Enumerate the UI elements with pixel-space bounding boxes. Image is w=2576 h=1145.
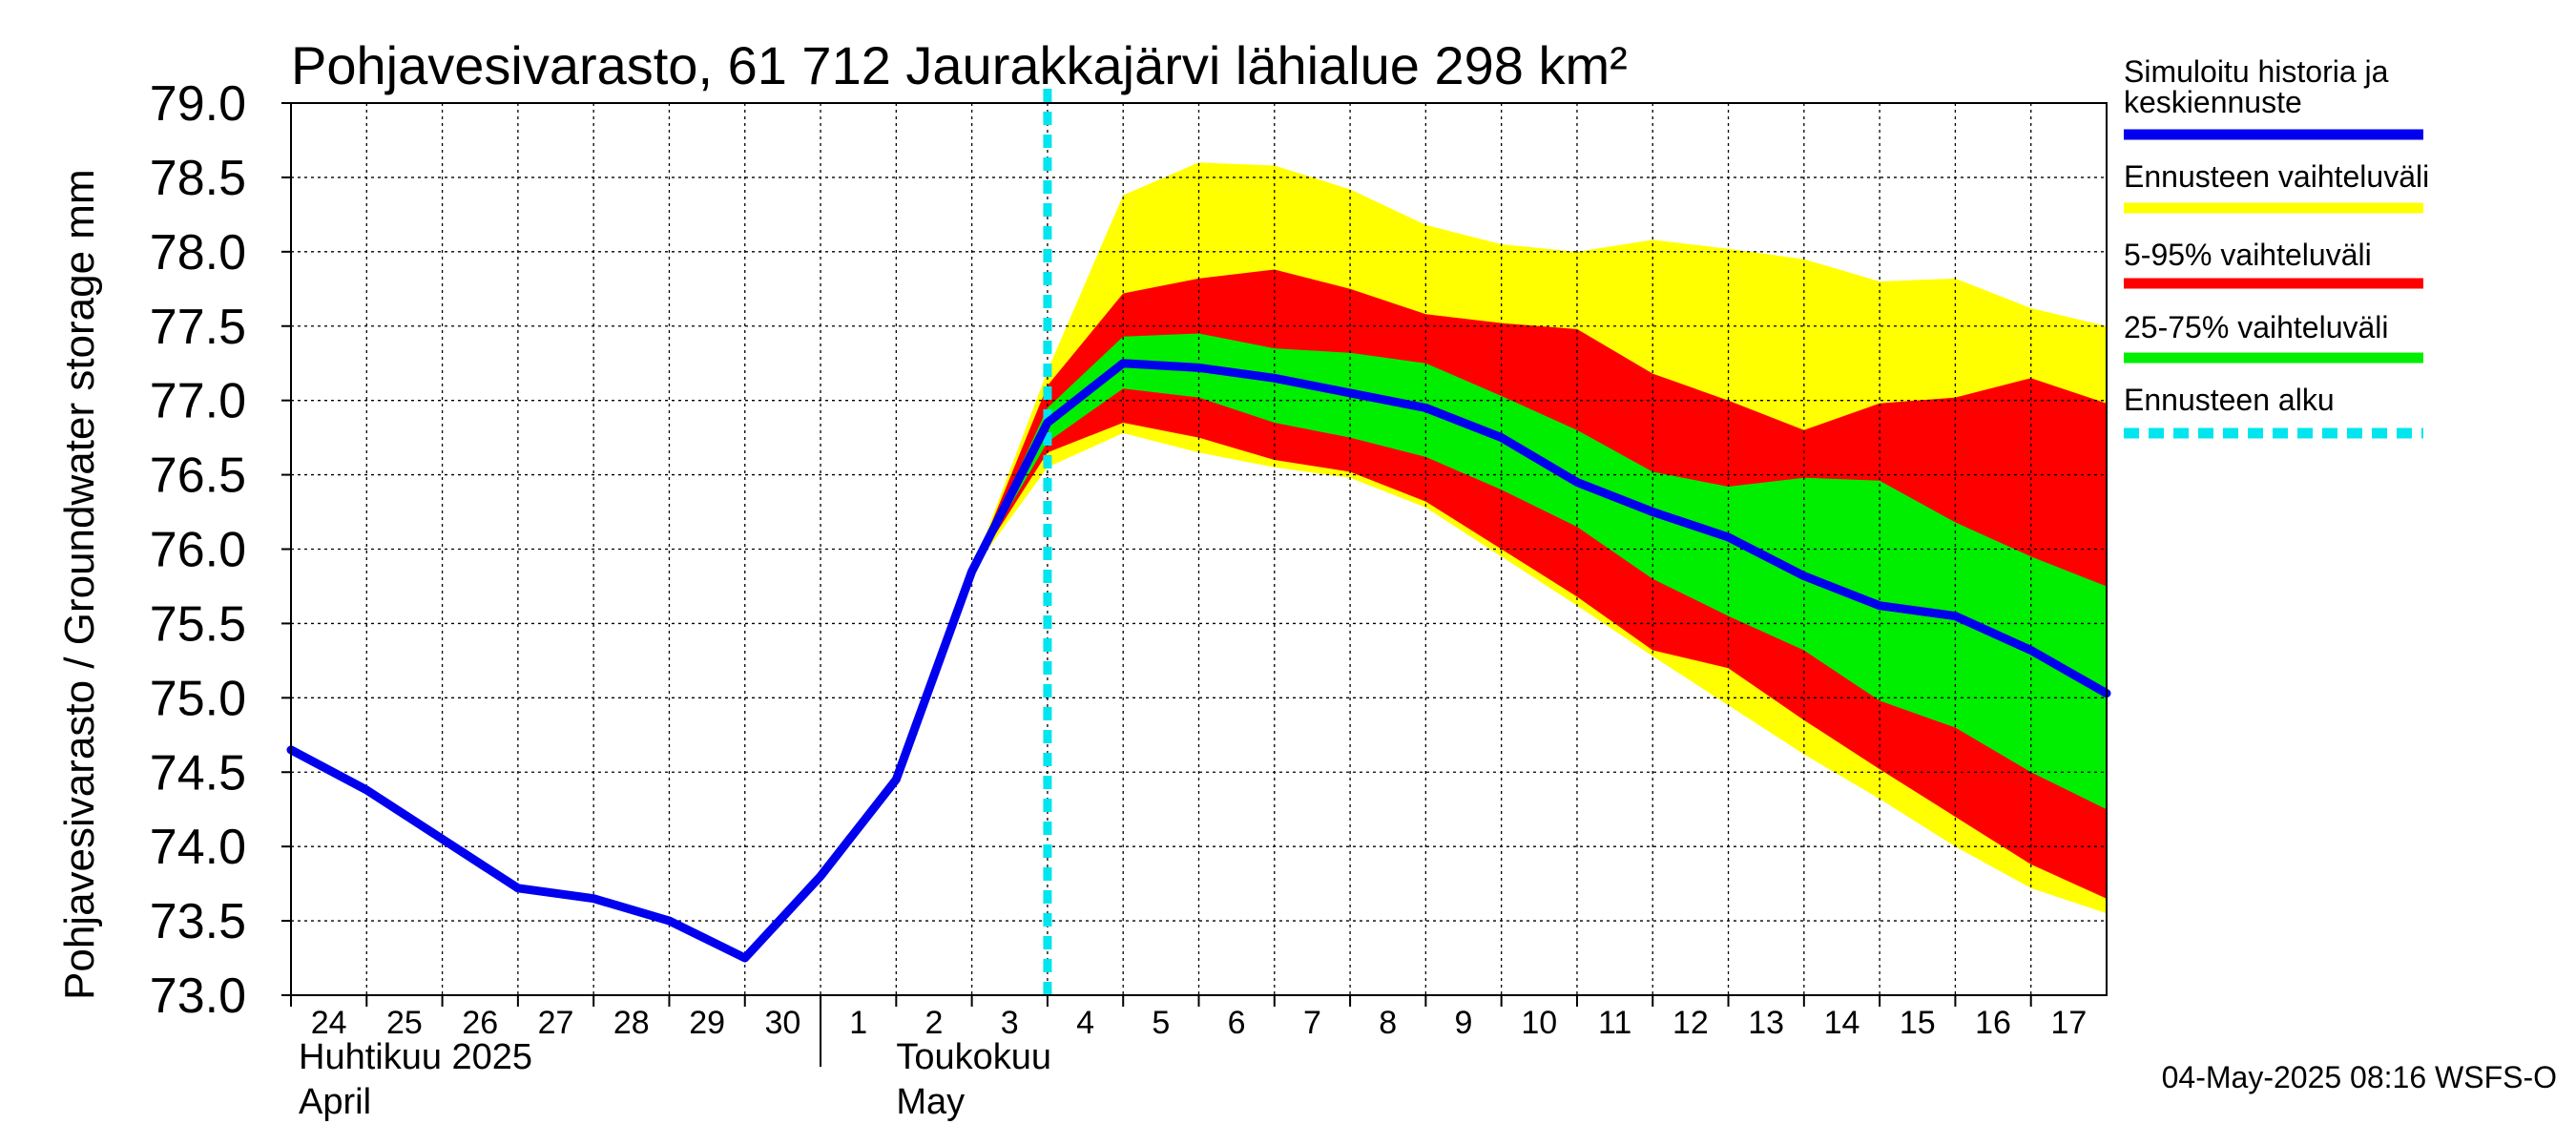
x-tick-label: 16 [1975, 1005, 2011, 1041]
month-label-en: May [896, 1082, 965, 1122]
y-tick-label: 74.0 [150, 820, 246, 875]
x-tick-label: 7 [1303, 1005, 1321, 1041]
y-tick-label: 77.5 [150, 300, 246, 355]
y-tick-label: 74.5 [150, 745, 246, 801]
x-tick-label: 9 [1455, 1005, 1473, 1041]
x-tick-label: 3 [1001, 1005, 1019, 1041]
legend-label: Ennusteen vaihteluväli [2124, 159, 2429, 194]
grid-lines [291, 103, 2107, 995]
month-label-fi: Huhtikuu 2025 [299, 1037, 532, 1077]
legend-item: Ennusteen alku [2124, 383, 2423, 439]
y-tick-label: 78.5 [150, 151, 246, 206]
chart-title: Pohjavesivarasto, 61 712 Jaurakkajärvi l… [291, 35, 1628, 95]
x-tick-label: 27 [538, 1005, 574, 1041]
y-tick-label: 76.0 [150, 523, 246, 578]
x-tick-label: 8 [1379, 1005, 1397, 1041]
legend-label: Ennusteen alku [2124, 383, 2335, 417]
x-tick-label: 12 [1672, 1005, 1709, 1041]
band-5-95-vaihteluv-li [971, 269, 2107, 899]
y-tick-label: 77.0 [150, 374, 246, 429]
y-tick-label: 79.0 [150, 76, 246, 132]
x-tick-label: 13 [1748, 1005, 1784, 1041]
x-axis: 24 25 26 27 28 29 30 1 2 3 4 5 6 7 8 9 10 11 12 13 14 15 16 17H… [290, 995, 2087, 1122]
legend-label: keskiennuste [2124, 85, 2302, 119]
x-tick-label: 10 [1521, 1005, 1557, 1041]
legend-label: 25-75% vaihteluväli [2124, 310, 2389, 344]
x-tick-label: 5 [1152, 1005, 1170, 1041]
x-tick-label: 29 [689, 1005, 725, 1041]
forecast-bands [971, 162, 2107, 914]
legend-label: Simuloitu historia ja [2124, 54, 2389, 89]
median-line [286, 359, 2111, 963]
x-tick-label: 17 [2050, 1005, 2087, 1041]
y-axis-label: Pohjavesivarasto / Groundwater storage m… [56, 169, 103, 1000]
month-label-fi: Toukokuu [896, 1037, 1051, 1077]
month-label-en: April [299, 1082, 371, 1122]
x-tick-label: 4 [1076, 1005, 1094, 1041]
legend-item: 5-95% vaihteluväli [2124, 238, 2423, 289]
x-tick-label: 6 [1228, 1005, 1246, 1041]
x-tick-label: 15 [1900, 1005, 1936, 1041]
x-tick-label: 25 [386, 1005, 423, 1041]
x-tick-label: 30 [764, 1005, 800, 1041]
y-tick-label: 76.5 [150, 448, 246, 504]
y-axis: 73.0 73.5 74.0 74.5 75.0 75.5 76.0 76.5 77.0 77.5… [150, 76, 291, 1024]
legend-label: 5-95% vaihteluväli [2124, 238, 2372, 272]
legend-item: Ennusteen vaihteluväli [2124, 159, 2429, 214]
x-tick-label: 26 [462, 1005, 498, 1041]
y-tick-label: 73.0 [150, 968, 246, 1024]
x-tick-label: 2 [925, 1005, 944, 1041]
x-tick-label: 28 [613, 1005, 650, 1041]
x-tick-label: 11 [1598, 1005, 1631, 1041]
x-tick-label: 14 [1824, 1005, 1860, 1041]
median-line-layer [286, 359, 2111, 963]
y-tick-label: 73.5 [150, 894, 246, 949]
y-tick-label: 78.0 [150, 225, 246, 281]
x-tick-label: 1 [849, 1005, 867, 1041]
timestamp-footer: 04-May-2025 08:16 WSFS-O [2162, 1060, 2557, 1094]
x-tick-label: 24 [311, 1005, 347, 1041]
legend-item: 25-75% vaihteluväli [2124, 310, 2423, 364]
y-tick-label: 75.0 [150, 671, 246, 726]
y-tick-label: 75.5 [150, 596, 246, 652]
